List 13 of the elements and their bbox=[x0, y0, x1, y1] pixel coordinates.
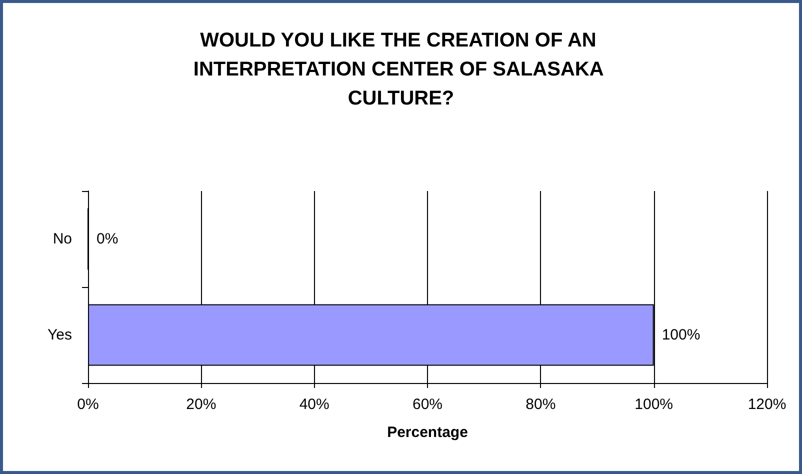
x-tick-label: 100% bbox=[634, 396, 674, 413]
x-axis-title: Percentage bbox=[387, 424, 468, 441]
data-label: 0% bbox=[96, 230, 118, 248]
x-tick-label: 80% bbox=[526, 396, 556, 413]
y-tick-label: Yes bbox=[48, 326, 72, 344]
x-tick-label: 20% bbox=[186, 396, 216, 413]
chart-title: WOULD YOU LIKE THE CREATION OF AN INTERPRETATION CENTER OF SALASAKA CULTURE? bbox=[193, 30, 609, 110]
data-label: 100% bbox=[662, 326, 700, 344]
x-tick-label: 60% bbox=[412, 396, 443, 413]
x-tick-label: 0% bbox=[77, 396, 99, 413]
y-tick-label: No bbox=[52, 230, 72, 248]
x-tick-label: 120% bbox=[748, 396, 786, 413]
x-tick-label: 40% bbox=[299, 396, 330, 413]
